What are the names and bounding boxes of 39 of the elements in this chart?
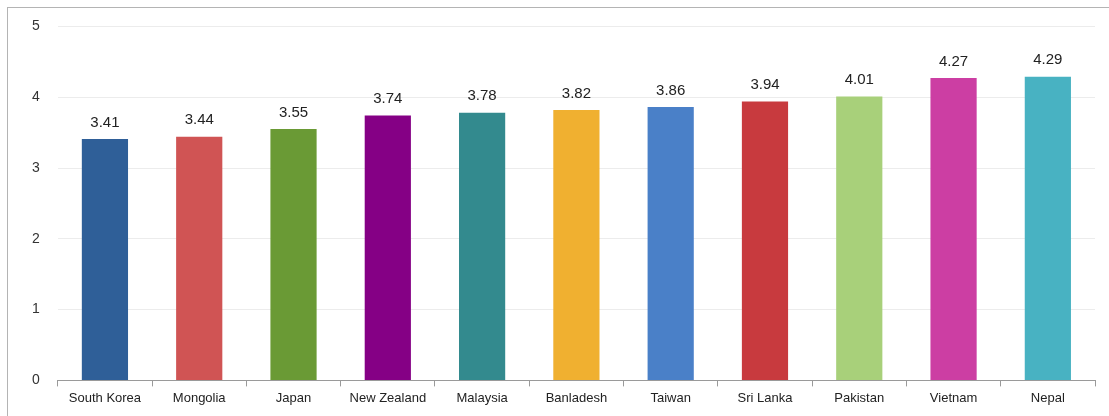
y-tick-label: 3 [31, 158, 40, 175]
bar [364, 115, 411, 380]
bar [459, 112, 506, 380]
data-label: 3.44 [184, 110, 214, 128]
data-label: 4.01 [844, 70, 874, 88]
x-tick-label: Vietnam [929, 389, 978, 405]
x-tick-label: Mongolia [172, 389, 227, 405]
data-label: 3.82 [561, 83, 591, 101]
y-tick-label: 2 [31, 229, 40, 246]
bar [647, 107, 694, 380]
data-label: 3.41 [90, 112, 120, 130]
bar [1024, 76, 1071, 380]
y-tick-label: 0 [31, 371, 40, 388]
data-label: 4.29 [1033, 50, 1063, 68]
data-label: 3.86 [656, 80, 686, 98]
data-label: 3.78 [467, 86, 497, 104]
x-tick-label: South Korea [68, 389, 142, 405]
data-label: 3.94 [750, 75, 780, 93]
x-tick-label: Pakistan [834, 389, 885, 405]
x-tick-label: Japan [275, 389, 312, 405]
bar [930, 78, 977, 380]
bar [81, 138, 129, 380]
bar [176, 136, 223, 380]
y-tick-label: 5 [31, 17, 40, 34]
bar [270, 129, 317, 380]
x-tick-label: Malaysia [456, 389, 509, 405]
bar [741, 101, 789, 380]
data-label: 3.55 [278, 102, 309, 120]
x-tick-label: Sri Lanka [737, 389, 794, 405]
x-tick-label: Banladesh [545, 389, 608, 405]
data-label: 3.74 [373, 89, 403, 107]
x-tick-label: New Zealand [349, 389, 427, 405]
y-tick-label: 1 [31, 300, 40, 317]
bar [553, 109, 600, 380]
x-tick-label: Taiwan [650, 389, 691, 405]
bar [836, 96, 883, 380]
data-label: 4.27 [938, 51, 969, 69]
y-tick-label: 4 [31, 88, 40, 105]
x-tick-label: Nepal [1030, 389, 1065, 405]
